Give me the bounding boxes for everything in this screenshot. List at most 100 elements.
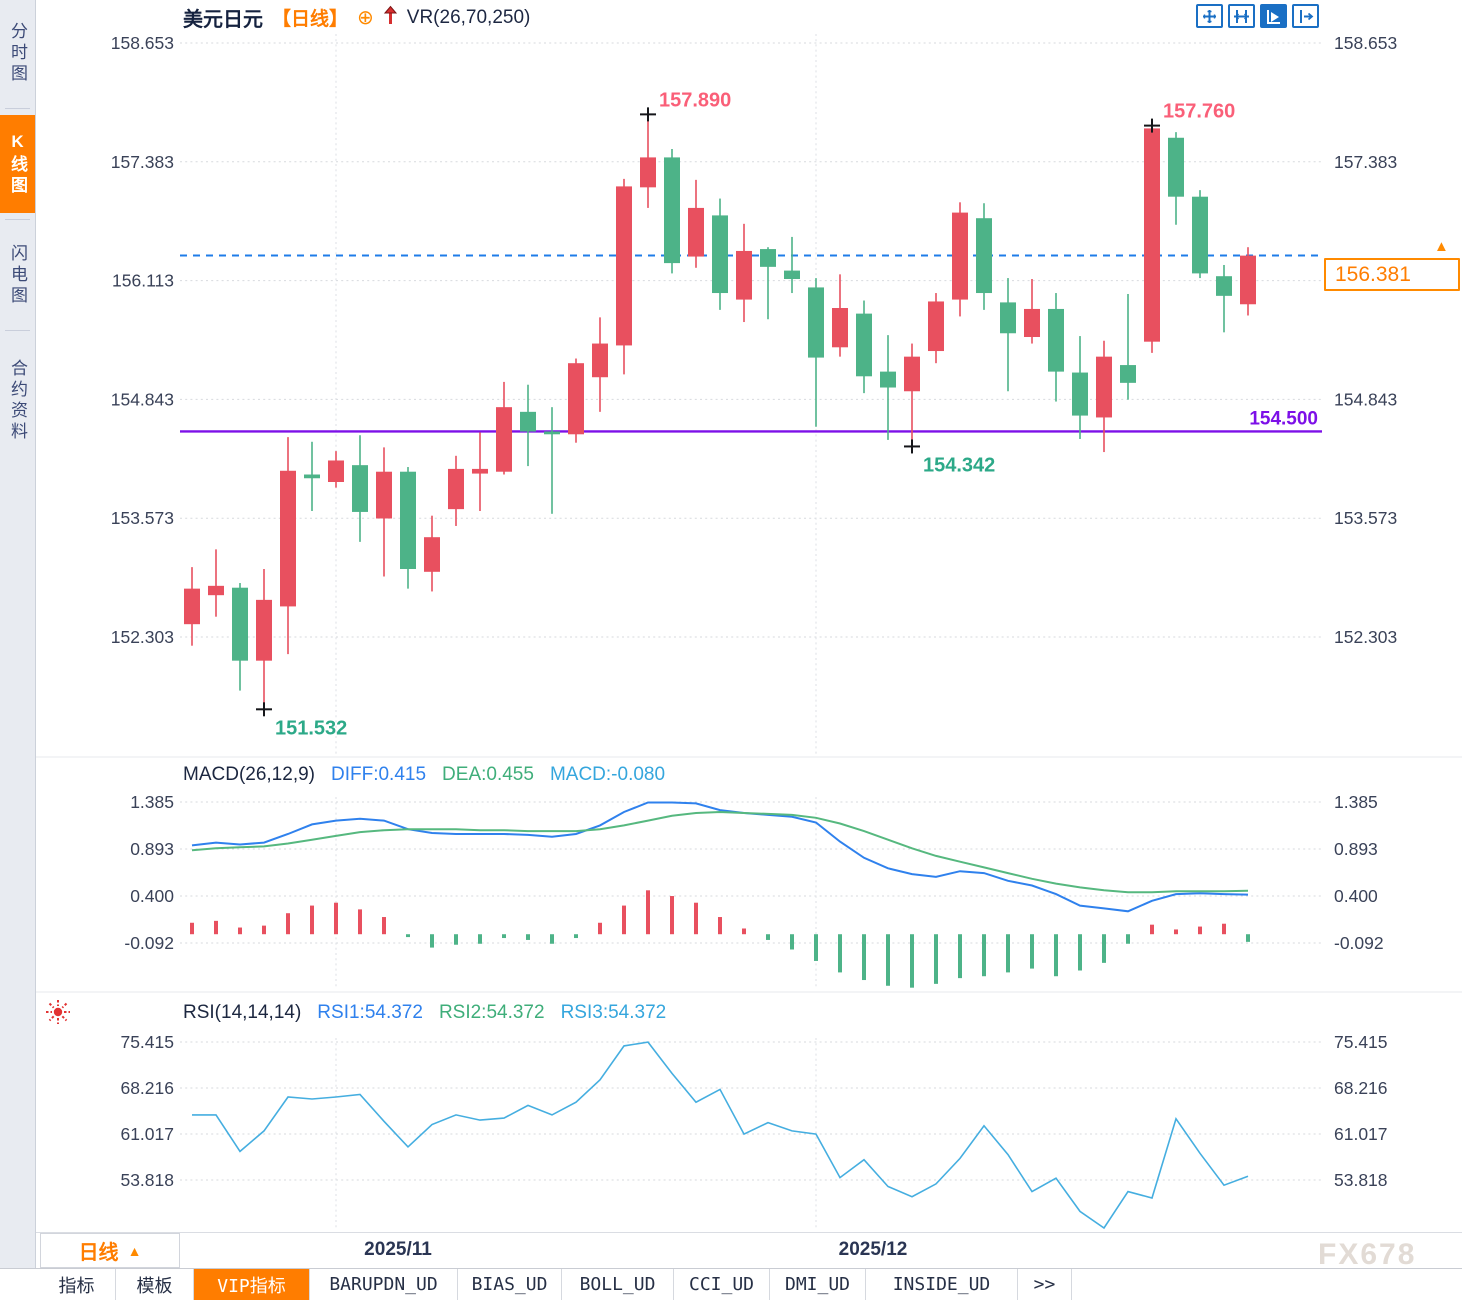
macd-hist-bar <box>958 934 962 979</box>
shift-chart-icon[interactable] <box>1292 4 1319 28</box>
tab-vip-indicators[interactable]: VIP指标 <box>194 1269 310 1300</box>
macd-hist-bar <box>358 909 362 935</box>
price-annotation: 157.760 <box>1163 101 1235 123</box>
macd-hist-bar <box>1030 934 1034 969</box>
sidebar-item-time-chart[interactable]: 分时图 <box>8 21 27 85</box>
candle <box>1168 137 1184 197</box>
axis-tick-label: 154.843 <box>1334 389 1397 409</box>
axis-tick-label: 68.216 <box>1334 1078 1388 1098</box>
period-tag: 【日线】 <box>272 9 349 30</box>
candle <box>232 587 248 661</box>
tab-cci[interactable]: CCI_UD <box>674 1269 770 1300</box>
sidebar-item-kline-chart[interactable]: K线图 <box>0 115 35 213</box>
chart-canvas[interactable]: 158.653158.653157.383157.383156.113156.1… <box>0 0 1462 1232</box>
rsi-indicator-name: RSI(14,14,14) <box>183 1002 302 1023</box>
price-up-arrow-icon: ▲ <box>1434 238 1449 255</box>
tab-templates[interactable]: 模板 <box>116 1269 194 1300</box>
macd-hist-bar <box>1198 926 1202 935</box>
axis-tick-label: 61.017 <box>120 1124 174 1144</box>
candle <box>880 371 896 388</box>
chart-header: 美元日元 【日线】 ⊕ VR(26,70,250) <box>183 3 530 32</box>
candle <box>736 250 752 300</box>
candle <box>568 363 584 435</box>
pan-tool-icon[interactable] <box>1196 4 1223 28</box>
tab-indicators[interactable]: 指标 <box>38 1269 116 1300</box>
macd-hist-bar <box>406 934 410 938</box>
candle <box>976 218 992 294</box>
macd-hist-bar <box>478 934 482 944</box>
x-axis-label-december: 2025/12 <box>838 1239 908 1260</box>
indicator-tabbar: 指标 模板 VIP指标 BARUPDN_UD BIAS_UD BOLL_UD C… <box>0 1268 1462 1300</box>
macd-hist-bar <box>622 905 626 935</box>
candle <box>472 468 488 474</box>
candle <box>904 356 920 392</box>
macd-hist-bar <box>670 896 674 935</box>
macd-header: MACD(26,12,9) DIFF:0.415 DEA:0.455 MACD:… <box>183 764 665 786</box>
tab-inside[interactable]: INSIDE_UD <box>866 1269 1018 1300</box>
axis-tick-label: 156.113 <box>112 271 174 291</box>
macd-hist-bar <box>1222 923 1226 935</box>
tab-barupdn[interactable]: BARUPDN_UD <box>310 1269 458 1300</box>
macd-hist-bar <box>1054 934 1058 977</box>
candle <box>256 599 272 661</box>
pointer-tool-icon[interactable] <box>1260 4 1287 28</box>
x-axis-band: 日线 ▲ 2025/11 2025/12 <box>36 1232 1462 1269</box>
candle <box>784 270 800 280</box>
tab-dmi[interactable]: DMI_UD <box>770 1269 866 1300</box>
candle <box>664 157 680 264</box>
axis-tick-label: 158.653 <box>1334 33 1397 53</box>
macd-hist-bar <box>1126 934 1130 944</box>
current-price-tag: 156.381 <box>1324 258 1460 291</box>
sidebar-item-contract-info[interactable]: 合约资料 <box>8 359 27 443</box>
macd-hist-bar <box>310 905 314 935</box>
candle <box>1192 196 1208 274</box>
x-axis-label-november: 2025/11 <box>364 1239 432 1260</box>
rsi-header: RSI(14,14,14) RSI1:54.372 RSI2:54.372 RS… <box>183 1002 666 1024</box>
macd-hist-bar <box>1006 934 1010 973</box>
period-dropdown-button[interactable]: 日线 ▲ <box>40 1233 180 1268</box>
candle <box>1048 308 1064 372</box>
macd-hist-bar <box>982 934 986 977</box>
add-indicator-icon[interactable]: ⊕ <box>357 6 374 29</box>
axis-tick-label: 0.400 <box>1334 886 1378 906</box>
axis-tick-label: 157.383 <box>1334 152 1397 172</box>
axis-zoom-icon[interactable] <box>1228 4 1255 28</box>
macd-dea-value: DEA:0.455 <box>442 764 534 785</box>
candle <box>712 215 728 294</box>
candle <box>544 431 560 435</box>
macd-hist-bar <box>190 922 194 935</box>
price-annotation: 151.532 <box>275 717 347 739</box>
axis-tick-label: 53.818 <box>1334 1170 1388 1190</box>
rsi3-value: RSI3:54.372 <box>560 1002 667 1023</box>
candle <box>1096 356 1112 418</box>
sidebar-divider <box>5 219 30 220</box>
tab-boll[interactable]: BOLL_UD <box>562 1269 674 1300</box>
macd-hist-bar <box>1150 924 1154 935</box>
current-price-value: 156.381 <box>1335 262 1411 286</box>
price-annotation: 157.890 <box>659 89 731 111</box>
tab-bias[interactable]: BIAS_UD <box>458 1269 562 1300</box>
rsi2-value: RSI2:54.372 <box>438 1002 545 1023</box>
candle <box>1000 302 1016 334</box>
up-arrow-icon <box>383 5 398 30</box>
axis-tick-label: 75.415 <box>1334 1032 1388 1052</box>
macd-hist-bar <box>382 917 386 935</box>
candle <box>928 301 944 352</box>
macd-hist-bar <box>598 922 602 935</box>
candle <box>1024 308 1040 338</box>
candle <box>448 468 464 510</box>
candle <box>832 308 848 348</box>
axis-tick-label: 68.216 <box>120 1078 174 1098</box>
sidebar-item-flash-chart[interactable]: 闪电图 <box>8 243 27 307</box>
indicator-settings-sun-icon[interactable] <box>44 998 72 1031</box>
candle <box>856 313 872 377</box>
macd-hist-bar <box>862 934 866 981</box>
macd-hist-bar <box>526 934 530 940</box>
macd-hist-bar <box>1102 934 1106 963</box>
candle <box>400 471 416 569</box>
candle <box>496 407 512 472</box>
candle <box>760 249 776 267</box>
tab-more[interactable]: >> <box>1018 1269 1072 1300</box>
candle <box>1240 255 1256 305</box>
